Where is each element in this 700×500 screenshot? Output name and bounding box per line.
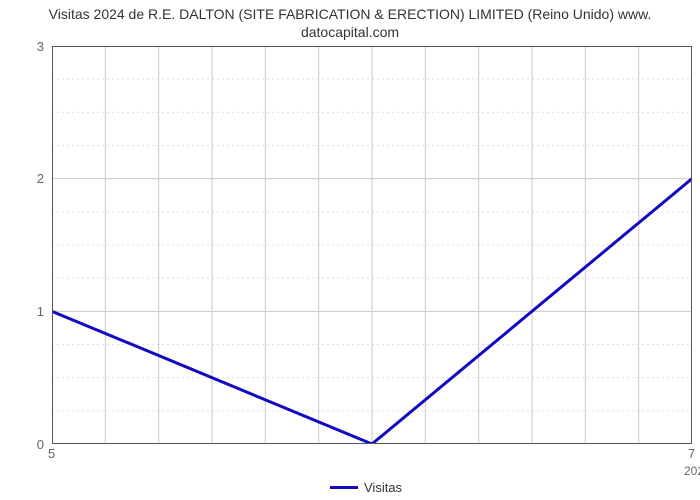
y-tick-label: 2: [37, 171, 44, 186]
y-tick-label: 0: [37, 437, 44, 452]
chart-title-line2: datocapital.com: [301, 24, 399, 40]
y-tick-label: 1: [37, 304, 44, 319]
x2-tick-label: 202: [684, 464, 700, 478]
legend-label: Visitas: [364, 480, 402, 495]
chart-stage: Visitas 2024 de R.E. DALTON (SITE FABRIC…: [0, 0, 700, 500]
legend-swatch: [330, 486, 358, 489]
x-tick-label: 7: [688, 446, 695, 461]
x-tick-label: 5: [48, 446, 55, 461]
legend: Visitas: [330, 480, 402, 495]
plot-area-wrap: [52, 46, 692, 444]
chart-title-line1: Visitas 2024 de R.E. DALTON (SITE FABRIC…: [49, 6, 652, 22]
plot-svg: [52, 46, 692, 444]
y-tick-label: 3: [37, 39, 44, 54]
chart-title: Visitas 2024 de R.E. DALTON (SITE FABRIC…: [0, 6, 700, 41]
